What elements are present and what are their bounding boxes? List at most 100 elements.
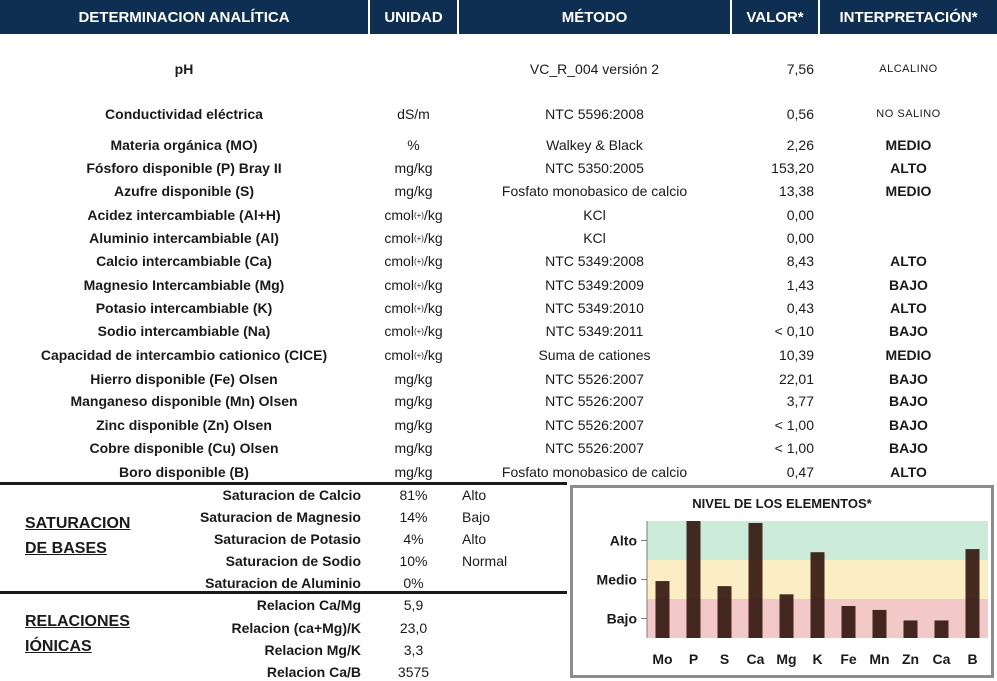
determinacion-cell: Zinc disponible (Zn) Olsen	[96, 417, 272, 433]
valor-cell: 153,20	[771, 160, 814, 176]
table-row: Sodio intercambiable (Na) cmol (+)/kg NTC 5…	[0, 320, 997, 342]
header-metodo: MÉTODO	[459, 0, 730, 34]
bar-mg	[779, 594, 794, 638]
unit-cmol-suffix: /kg	[423, 230, 443, 246]
relaciones-title-line2: IÓNICAS	[25, 638, 92, 655]
valor-cell: 13,38	[778, 183, 814, 199]
unidad-cell	[370, 52, 457, 86]
header-interpretacion: INTERPRETACIÓN*	[820, 0, 997, 34]
unidad-cell: cmol (+)/kg	[370, 227, 457, 249]
determinacion-cell: Materia orgánica (MO)	[110, 137, 258, 153]
relacion-row: Relacion (ca+Mg)/K 23,0	[0, 618, 565, 637]
saturacion-label: Saturacion de Sodio	[225, 553, 361, 569]
saturacion-row: Saturacion de Potasio 4% Alto	[0, 529, 565, 549]
determinacion-cell: Acidez intercambiable (Al+H)	[87, 207, 281, 223]
valor-cell: 22,01	[778, 371, 814, 387]
unit-cmol-suffix: /kg	[423, 277, 443, 293]
unit-cmol-sub: (+)	[413, 233, 424, 243]
unidad-cell: cmol (+)/kg	[370, 274, 457, 296]
interpretacion-cell: BAJO	[889, 393, 928, 409]
interpretacion-cell: NO SALINO	[876, 108, 941, 120]
interpretacion-cell: BAJO	[889, 440, 928, 456]
relacion-label: Relacion Ca/Mg	[256, 596, 361, 613]
valor-cell: < 0,10	[774, 323, 814, 339]
nivel-elementos-chart: NIVEL DE LOS ELEMENTOS* Bajo Medio Alto Mo P…	[570, 485, 994, 678]
valor-cell: 0,43	[786, 300, 814, 316]
metodo-cell: NTC 5349:2011	[545, 323, 644, 339]
unidad-cell: mg/kg	[394, 417, 433, 433]
saturacion-value: 14%	[399, 509, 428, 525]
header-unidad: UNIDAD	[370, 0, 457, 34]
x-tick-label: Mo	[652, 651, 672, 667]
unit-cmol-base: cmol	[384, 323, 414, 339]
relacion-row: Relacion Mg/K 3,3	[0, 640, 565, 659]
relaciones-title-line1: RELACIONES	[25, 613, 130, 630]
saturacion-row: Saturacion de Sodio 10% Normal	[0, 551, 565, 571]
interpretacion-cell: MEDIO	[885, 183, 932, 199]
metodo-cell: NTC 5349:2010	[545, 300, 644, 316]
valor-cell: 0,00	[786, 207, 814, 223]
unit-cmol-suffix: /kg	[423, 323, 443, 339]
valor-cell: 1,43	[786, 277, 814, 293]
unit-cmol-sub: (+)	[413, 256, 424, 266]
saturacion-value: 10%	[399, 553, 428, 569]
relacion-label: Relacion Mg/K	[264, 641, 361, 658]
interpretacion-cell: BAJO	[889, 277, 928, 293]
interpretacion-cell: ALTO	[890, 300, 927, 316]
valor-cell: 7,56	[786, 61, 814, 77]
interpretacion-cell: ALCALINO	[879, 63, 938, 75]
level-label: Bajo	[607, 611, 637, 627]
x-tick-label: B	[967, 651, 977, 667]
relacion-value: 3,3	[403, 641, 424, 658]
unidad-cell: mg/kg	[394, 183, 433, 199]
metodo-cell: NTC 5526:2007	[545, 440, 644, 456]
saturacion-label: Saturacion de Magnesio	[199, 509, 361, 525]
unit-cmol-sub: (+)	[413, 303, 424, 313]
unidad-cell: mg/kg	[394, 440, 433, 456]
table-row: Manganeso disponible (Mn) Olsen mg/kg NTC …	[0, 390, 997, 412]
bar-mo	[655, 581, 670, 638]
bar-b	[965, 549, 980, 638]
saturacion-interp: Bajo	[462, 509, 491, 525]
unit-cmol-base: cmol	[384, 207, 414, 223]
valor-cell: 8,43	[786, 253, 814, 269]
level-label: Alto	[610, 533, 637, 549]
unidad-cell: cmol (+)/kg	[370, 344, 457, 366]
unidad-cell: mg/kg	[394, 160, 433, 176]
interpretacion-cell	[820, 204, 997, 226]
unidad-cell: mg/kg	[394, 371, 433, 387]
determinacion-cell: Magnesio Intercambiable (Mg)	[83, 277, 285, 293]
x-tick-label: Ca	[933, 651, 951, 667]
saturacion-label: Saturacion de Potasio	[213, 531, 361, 547]
bar-p	[686, 521, 701, 638]
level-label: Medio	[597, 572, 637, 588]
valor-cell: < 1,00	[774, 440, 814, 456]
relacion-row: Relacion Ca/Mg 5,9	[0, 595, 565, 614]
metodo-cell: NTC 5596:2008	[545, 106, 644, 122]
saturacion-value: 0%	[403, 575, 424, 591]
determinacion-cell: Hierro disponible (Fe) Olsen	[90, 371, 278, 387]
interpretacion-cell: BAJO	[889, 417, 928, 433]
valor-cell: 0,56	[786, 106, 814, 122]
unit-cmol-base: cmol	[384, 300, 414, 316]
saturacion-interp	[462, 573, 562, 593]
unidad-cell: mg/kg	[394, 393, 433, 409]
x-tick-label: S	[720, 651, 729, 667]
interpretacion-cell	[820, 227, 997, 249]
valor-cell: < 1,00	[774, 417, 814, 433]
metodo-cell: NTC 5526:2007	[545, 417, 644, 433]
table-row: Conductividad eléctrica dS/m NTC 5596:2008…	[0, 103, 997, 125]
metodo-cell: Fosfato monobasico de calcio	[501, 183, 688, 199]
saturacion-row: Saturacion de Aluminio 0%	[0, 573, 565, 593]
metodo-cell: NTC 5349:2008	[545, 253, 644, 269]
x-tick-label: K	[812, 651, 822, 667]
determinacion-cell: Potasio intercambiable (K)	[95, 300, 273, 316]
unidad-cell: mg/kg	[394, 464, 433, 480]
unidad-cell: cmol (+)/kg	[370, 250, 457, 272]
x-tick-label: Fe	[840, 651, 857, 667]
table-row: Azufre disponible (S) mg/kg Fosfato monoba…	[0, 180, 997, 202]
x-tick-label: Mn	[869, 651, 889, 667]
saturacion-title-line1: SATURACION	[25, 515, 131, 532]
interpretacion-cell: ALTO	[890, 160, 927, 176]
metodo-cell: NTC 5350:2005	[545, 160, 644, 176]
